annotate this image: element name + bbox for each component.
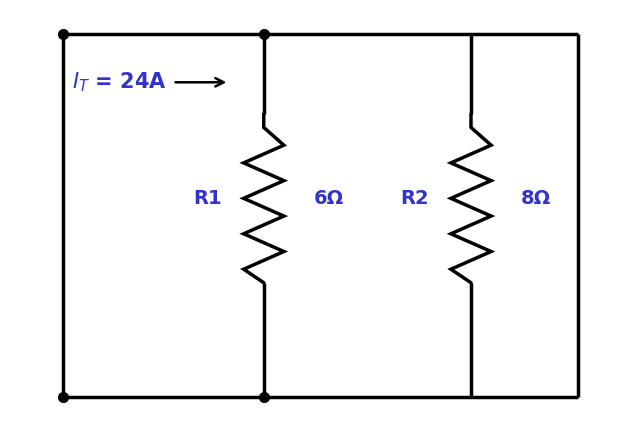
Text: 8Ω: 8Ω: [521, 189, 551, 208]
Text: 6Ω: 6Ω: [314, 189, 344, 208]
Text: R2: R2: [400, 189, 429, 208]
Text: R1: R1: [193, 189, 222, 208]
Text: $I_T$ = 24A: $I_T$ = 24A: [72, 70, 167, 94]
